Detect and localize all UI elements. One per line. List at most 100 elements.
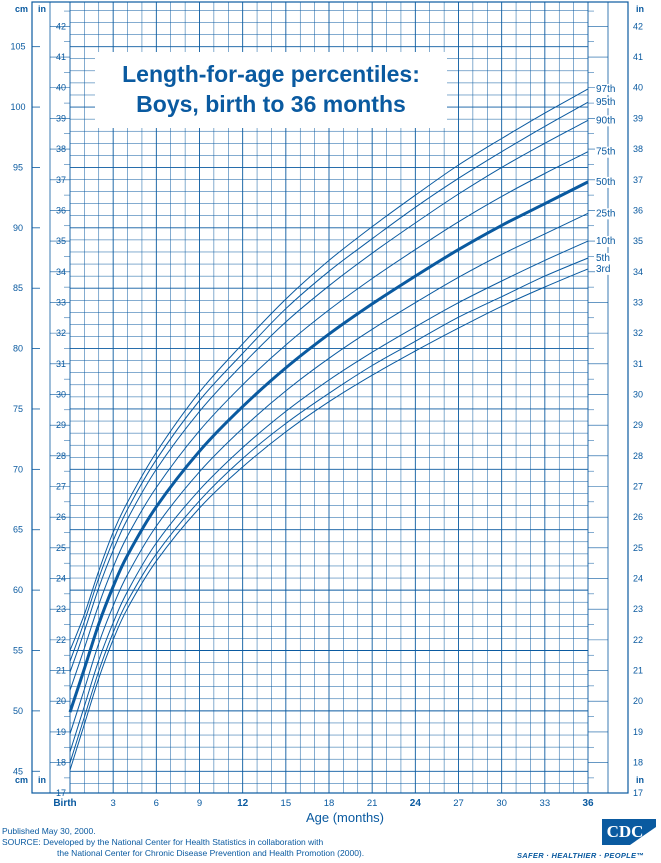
- y-tick-in-right: 22: [633, 635, 643, 645]
- cdc-logo-icon: CDC: [602, 819, 656, 845]
- y-unit-in-right-top: in: [636, 4, 644, 14]
- y-tick-in-right: 17: [633, 788, 643, 798]
- x-tick-label: 3: [111, 798, 116, 809]
- cdc-tagline: SAFER · HEALTHIER · PEOPLE™: [517, 851, 645, 860]
- y-tick-in-right: 30: [633, 389, 643, 399]
- percentile-curve-25th: [69, 212, 589, 734]
- y-tick-in-right: 41: [633, 52, 643, 62]
- y-tick-cm: 70: [13, 464, 23, 474]
- percentile-curve-10th: [69, 240, 589, 753]
- percentile-label-bg: [595, 208, 617, 220]
- chart-title-box: Length-for-age percentiles: Boys, birth …: [95, 52, 447, 128]
- percentile-label-bg: [595, 176, 617, 188]
- y-tick-cm: 95: [13, 162, 23, 172]
- percentile-curve-90th: [69, 119, 589, 673]
- x-axis: Birth 3 6 9 12 15 18 21 24 27 30 33 36: [53, 798, 594, 809]
- y-tick-cm: 75: [13, 404, 23, 414]
- y-tick-in-right: 42: [633, 21, 643, 31]
- percentile-label-bg: [595, 83, 617, 95]
- y-tick-in-right: 27: [633, 482, 643, 492]
- x-tick-label: 18: [324, 798, 335, 809]
- y-tick-in-right: 21: [633, 666, 643, 676]
- percentile-label-97th: 97th: [596, 84, 615, 95]
- percentile-label-3rd: 3rd: [596, 264, 610, 275]
- percentile-curve-95th: [69, 101, 589, 662]
- y-tick-in-right: 23: [633, 604, 643, 614]
- y-tick-cm: 65: [13, 525, 23, 535]
- y-tick-in-right: 24: [633, 574, 643, 584]
- x-axis-label: Age (months): [306, 810, 384, 825]
- x-tick-label: 15: [281, 798, 292, 809]
- y-tick-in-right: 35: [633, 236, 643, 246]
- chart-title-line-2: Boys, birth to 36 months: [136, 91, 406, 117]
- percentile-label-bg: [595, 263, 612, 275]
- x-tick-label: 9: [197, 798, 202, 809]
- y-tick-in-right: 37: [633, 175, 643, 185]
- y-tick-in-right: 38: [633, 144, 643, 154]
- y-tick-in-right: 18: [633, 758, 643, 768]
- y-tick-cm: 55: [13, 645, 23, 655]
- percentile-label-75th: 75th: [596, 147, 615, 158]
- x-tick-label: 36: [582, 798, 594, 809]
- cdc-logo-mark: CDC: [607, 822, 644, 841]
- percentile-curves: [68, 88, 589, 771]
- percentile-label-25th: 25th: [596, 208, 615, 219]
- x-tick-label: 24: [410, 798, 422, 809]
- y-tick-in-right: 34: [633, 267, 643, 277]
- source-line-2: the National Center for Chronic Disease …: [57, 848, 365, 858]
- y-tick-in-right: 29: [633, 420, 643, 430]
- percentile-label-95th: 95th: [596, 97, 615, 108]
- percentile-label-10th: 10th: [596, 236, 615, 247]
- y-unit-cm-bottom: cm: [15, 775, 28, 785]
- y-unit-in-right-bottom: in: [636, 775, 644, 785]
- percentile-curve-50th: [68, 180, 589, 713]
- percentile-label-90th: 90th: [596, 115, 615, 126]
- percentile-label-bg: [595, 115, 617, 127]
- y-tick-cm: 80: [13, 344, 23, 354]
- published-date: Published May 30, 2000.: [2, 826, 96, 836]
- y-tick-cm: 45: [13, 766, 23, 776]
- x-tick-label: 6: [154, 798, 159, 809]
- chart-title-line-1: Length-for-age percentiles:: [122, 61, 420, 87]
- x-tick-label: 27: [453, 798, 464, 809]
- x-tick-label: 21: [367, 798, 378, 809]
- source-line-1: SOURCE: Developed by the National Center…: [2, 837, 324, 847]
- y-tick-in-right: 36: [633, 205, 643, 215]
- y-tick-in-right: 40: [633, 83, 643, 93]
- y-tick-in-right: 25: [633, 543, 643, 553]
- y-tick-in-right: 33: [633, 297, 643, 307]
- y-tick-in-right: 32: [633, 328, 643, 338]
- percentile-label-50th: 50th: [596, 177, 615, 188]
- y-axis-left: 4550556065707580859095100105171819202122…: [10, 4, 70, 798]
- percentile-label-bg: [595, 97, 617, 109]
- y-unit-in-bottom: in: [38, 775, 46, 785]
- y-tick-in-right: 26: [633, 512, 643, 522]
- y-tick-in-right: 19: [633, 727, 643, 737]
- y-tick-in-right: 20: [633, 696, 643, 706]
- x-tick-label: 12: [237, 798, 249, 809]
- y-tick-cm: 100: [10, 102, 25, 112]
- percentile-label-5th: 5th: [596, 253, 610, 264]
- percentile-label-bg: [595, 236, 617, 248]
- y-tick-cm: 60: [13, 585, 23, 595]
- y-tick-cm: 105: [10, 42, 25, 52]
- y-unit-in-top: in: [38, 4, 46, 14]
- percentile-curve-3rd: [69, 268, 589, 771]
- footer-notes: Published May 30, 2000. SOURCE: Develope…: [2, 826, 364, 859]
- percentile-curve-5th: [69, 257, 589, 763]
- y-axis-right: 17 18 19 20 21 22 23 24 25 26 27 28 29 30 31 32 33 34 35 36…: [588, 4, 644, 798]
- percentile-curve-97th: [69, 88, 589, 651]
- x-tick-label: Birth: [53, 798, 76, 809]
- chart-frame: [31, 1, 629, 794]
- percentile-label-bg: [595, 253, 611, 265]
- y-unit-cm-top: cm: [15, 4, 28, 14]
- x-tick-label: 30: [496, 798, 507, 809]
- y-tick-in-right: 39: [633, 113, 643, 123]
- x-tick-label: 33: [540, 798, 551, 809]
- y-tick-cm: 85: [13, 283, 23, 293]
- y-tick-in-right: 28: [633, 451, 643, 461]
- y-tick-cm: 90: [13, 223, 23, 233]
- percentile-label-bg: [595, 146, 617, 158]
